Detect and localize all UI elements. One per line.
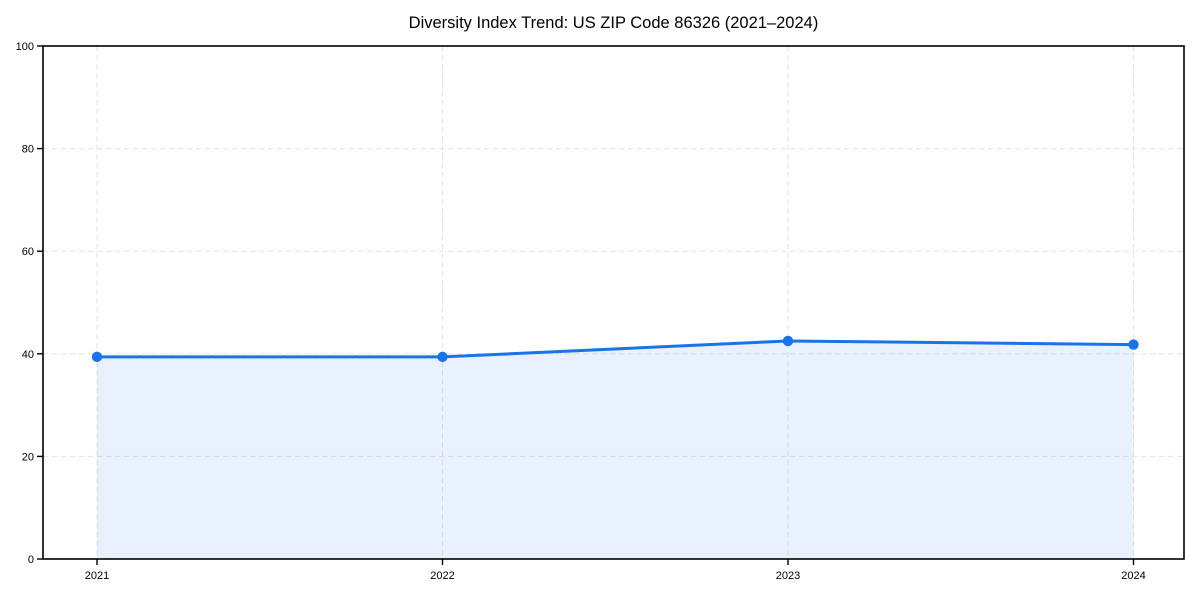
data-point-2021: [91, 351, 103, 363]
area-fill: [97, 340, 1134, 559]
x-tick-label: 2022: [430, 570, 454, 582]
y-tick-label: 100: [16, 41, 34, 53]
y-tick-label: 80: [22, 144, 34, 156]
x-tick-label: 2023: [776, 570, 800, 582]
plot-border: [42, 45, 1185, 560]
chart-title: Diversity Index Trend: US ZIP Code 86326…: [408, 14, 819, 32]
data-point-2024: [1128, 339, 1139, 350]
data-point-2023: [782, 335, 794, 347]
data-point-2022: [437, 351, 448, 363]
trend-line: [95, 339, 1135, 359]
y-tick-label: 0: [28, 554, 34, 566]
x-tick-label: 2021: [85, 570, 109, 582]
y-tick-label: 20: [22, 451, 34, 463]
y-tick-label: 60: [22, 246, 34, 258]
x-tick-label: 2024: [1121, 570, 1145, 582]
y-tick-label: 40: [22, 349, 34, 361]
